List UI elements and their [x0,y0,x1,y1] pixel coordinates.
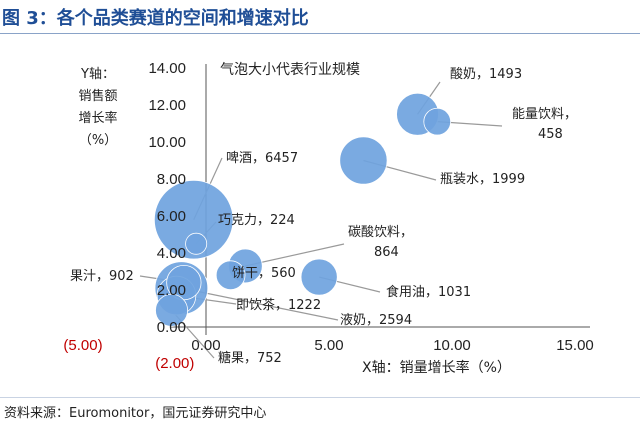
bubble-label-name: 碳酸饮料， [348,225,413,240]
bubble-啤酒 [153,179,234,260]
figure-title: 图 3：各个品类赛道的空间和增速对比 [0,2,640,34]
bubble-能量饮料 [423,107,452,136]
bubble-label: 食用油，1031 [386,284,471,300]
x-tick-label: 15.00 [556,337,594,354]
x-tick-label: (5.00) [63,337,102,354]
bubble-label: 酸奶，1493 [450,67,522,82]
tick-labels: 14.00 12.00 10.00 8.00 6.00 4.00 2.00 0.00 (5.00… [63,60,593,372]
bubble-瓶装水 [339,136,388,185]
bubble-label: 巧克力，224 [218,213,295,228]
bubble-label: 能量饮料， 458 [512,107,577,142]
bubble-巧克力 [185,232,208,255]
y-tick-label: 14.00 [148,60,186,77]
bubble-label-value: 458 [538,127,563,142]
bubble-label: 碳酸饮料， 864 [348,225,413,260]
y-axis-label-line: （%） [79,133,117,148]
bubble-label: 瓶装水，1999 [440,172,525,187]
y-tick-label: 2.00 [157,282,186,299]
bubble-label: 饼干，560 [232,266,296,281]
chart-axes [170,64,590,335]
x-tick-label: 0.00 [191,337,220,354]
bubble-饼干 [215,260,246,291]
bubble-label-value: 864 [374,245,399,260]
y-tick-label: 0.00 [157,319,186,336]
y-tick-label: 12.00 [148,97,186,114]
bubbles [153,92,452,327]
bubble-chart: 14.00 12.00 10.00 8.00 6.00 4.00 2.00 0.00 (5.00… [63,60,593,376]
x-tick-label: (2.00) [155,355,194,372]
y-axis-label-line: Y轴： [80,67,115,82]
bubble-label: 液奶，2594 [340,313,412,328]
y-tick-label: 8.00 [157,171,186,188]
chart-title: 气泡大小代表行业规模 [220,62,360,78]
figure-title-text: 图 3：各个品类赛道的空间和增速对比 [2,8,309,29]
source-note: 资料来源：Euromonitor，国元证券研究中心 [4,406,267,421]
bubble-label: 果汁，902 [70,269,134,284]
bubble-食用油 [300,258,338,296]
y-tick-label: 6.00 [157,208,186,225]
source-rule [0,397,640,398]
bubble-label: 糖果，752 [218,350,282,366]
bubble-labels: 酸奶，1493 能量饮料， 458 瓶装水，1999 啤酒，6457 巧克力，224 碳酸饮… [70,67,577,366]
x-axis-label: X轴：销量增长率（%） [362,359,511,376]
y-axis-label-line: 销售额 [78,88,117,104]
x-tick-label: 10.00 [433,337,471,354]
bubble-label: 即饮茶，1222 [236,297,321,313]
y-tick-label: 10.00 [148,134,186,151]
title-rule [0,33,640,34]
y-axis-label-line: 增长率 [78,110,117,126]
bubble-label-name: 能量饮料， [512,107,577,122]
y-tick-label: 4.00 [157,245,186,262]
bubble-label: 啤酒，6457 [226,151,298,166]
bubble-糖果 [155,293,189,327]
y-axis-label: Y轴： 销售额增长率 （%） [78,67,117,148]
x-tick-label: 5.00 [314,337,343,354]
